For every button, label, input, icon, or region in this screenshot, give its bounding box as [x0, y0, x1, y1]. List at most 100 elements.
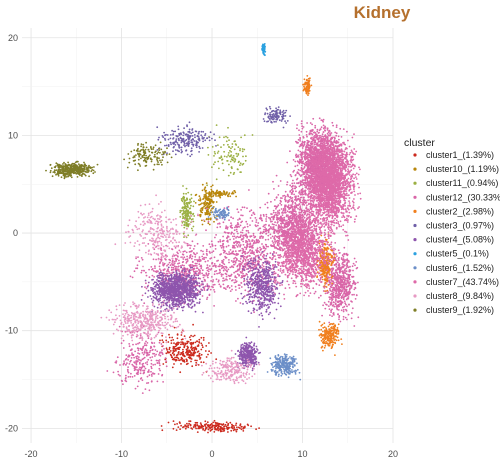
- data-point: [238, 284, 241, 287]
- data-point: [341, 280, 344, 283]
- data-point: [248, 240, 251, 243]
- data-point: [296, 164, 299, 167]
- data-point: [253, 241, 255, 244]
- data-point: [269, 218, 272, 221]
- data-point: [279, 270, 282, 272]
- data-point: [201, 425, 204, 427]
- data-point: [345, 288, 348, 291]
- data-point: [185, 358, 188, 361]
- data-point: [332, 267, 334, 270]
- data-point: [271, 240, 274, 243]
- data-point: [339, 127, 342, 130]
- data-point: [221, 162, 224, 165]
- data-point: [178, 359, 181, 362]
- data-point: [286, 219, 288, 222]
- data-point: [176, 334, 179, 336]
- data-point: [190, 343, 193, 346]
- data-point: [343, 246, 346, 249]
- data-point: [190, 358, 193, 360]
- data-point: [276, 218, 278, 221]
- data-point: [279, 222, 282, 225]
- data-point: [345, 286, 348, 288]
- data-point: [231, 159, 234, 161]
- data-point: [267, 234, 270, 237]
- data-point: [289, 191, 291, 193]
- data-point: [336, 269, 338, 271]
- data-point: [165, 244, 168, 247]
- data-point: [227, 174, 230, 177]
- data-point: [340, 303, 342, 306]
- data-point: [214, 424, 217, 427]
- data-point: [235, 300, 237, 302]
- data-point: [274, 205, 277, 208]
- data-point: [264, 226, 266, 229]
- data-point: [351, 265, 354, 268]
- data-point: [297, 207, 299, 210]
- data-point: [234, 285, 237, 288]
- data-point: [303, 213, 306, 216]
- data-point: [193, 334, 196, 337]
- data-point: [190, 197, 193, 200]
- data-point: [231, 252, 233, 255]
- data-point: [214, 248, 217, 250]
- data-point: [335, 265, 338, 268]
- data-point: [249, 224, 251, 227]
- data-point: [227, 268, 230, 271]
- data-point: [200, 426, 203, 429]
- data-point: [179, 371, 182, 374]
- data-point: [343, 279, 346, 282]
- data-point: [252, 232, 255, 235]
- data-point: [167, 421, 170, 424]
- data-point: [213, 263, 216, 265]
- data-point: [233, 271, 236, 274]
- data-point: [201, 183, 204, 186]
- data-point: [323, 301, 326, 304]
- data-point: [337, 305, 339, 308]
- data-point: [207, 428, 210, 431]
- data-point: [215, 422, 218, 424]
- data-point: [190, 227, 193, 230]
- data-point: [210, 185, 213, 188]
- data-point: [233, 426, 236, 429]
- data-point: [346, 266, 348, 268]
- data-point: [272, 211, 275, 214]
- data-point: [326, 136, 329, 138]
- data-point: [264, 247, 267, 250]
- data-point: [342, 128, 345, 131]
- data-point: [178, 421, 181, 424]
- data-point: [205, 202, 208, 205]
- data-point: [227, 143, 229, 146]
- data-point: [166, 348, 168, 351]
- data-point: [278, 227, 280, 229]
- data-point: [355, 261, 358, 263]
- data-point: [271, 235, 274, 238]
- data-point: [202, 198, 204, 201]
- data-point: [209, 427, 212, 430]
- data-point: [172, 427, 175, 430]
- data-point: [225, 225, 228, 228]
- data-point: [309, 211, 312, 214]
- data-point: [197, 364, 200, 366]
- data-point: [279, 199, 282, 202]
- data-point: [342, 255, 345, 258]
- data-point: [348, 274, 351, 277]
- data-point: [231, 231, 234, 234]
- data-point: [343, 259, 346, 262]
- data-point: [224, 231, 227, 234]
- data-point: [180, 198, 183, 200]
- data-point: [235, 224, 237, 227]
- data-point: [219, 196, 222, 199]
- data-point: [297, 149, 300, 152]
- data-point: [265, 215, 268, 218]
- data-point: [237, 232, 239, 235]
- data-point: [286, 161, 289, 164]
- data-point: [202, 361, 205, 364]
- data-point: [353, 177, 355, 180]
- data-point: [218, 283, 221, 286]
- data-point: [243, 280, 245, 283]
- data-point: [193, 350, 196, 352]
- data-point: [238, 226, 241, 228]
- data-point: [189, 350, 192, 353]
- data-point: [169, 350, 172, 352]
- data-point: [274, 235, 277, 237]
